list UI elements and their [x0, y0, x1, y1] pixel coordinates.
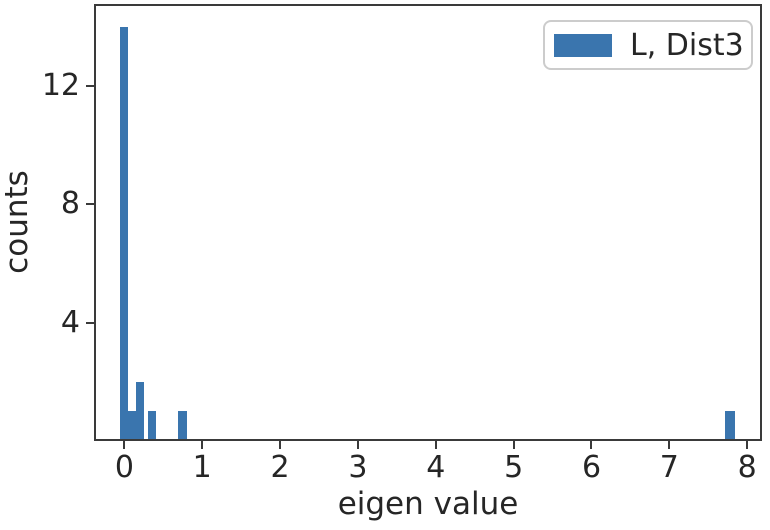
x-tick-mark [279, 441, 282, 449]
x-tick-mark [356, 441, 359, 449]
x-tick-mark [123, 441, 126, 449]
x-tick-label: 7 [659, 450, 679, 485]
x-tick-mark [512, 441, 515, 449]
histogram-bar [120, 27, 129, 441]
histogram-bar [136, 381, 144, 441]
legend-swatch [554, 33, 612, 57]
histogram-bar [724, 411, 735, 441]
y-tick-mark [86, 85, 94, 88]
y-tick-mark [86, 321, 94, 324]
histogram-bar [147, 411, 156, 441]
x-tick-mark [746, 441, 749, 449]
y-tick-label: 12 [41, 68, 80, 104]
y-tick-mark [86, 203, 94, 206]
x-tick-mark [590, 441, 593, 449]
histogram-bar [128, 411, 137, 441]
x-tick-label: 1 [192, 450, 212, 485]
y-tick-label: 4 [60, 304, 80, 340]
legend-label: L, Dist3 [630, 27, 744, 63]
x-tick-label: 4 [426, 450, 446, 485]
x-tick-label: 3 [348, 450, 368, 485]
x-tick-mark [434, 441, 437, 449]
x-tick-mark [201, 441, 204, 449]
histogram-bar [178, 411, 187, 441]
x-tick-label: 6 [581, 450, 602, 485]
x-axis-label: eigen value [337, 486, 519, 522]
x-tick-label: 0 [114, 450, 134, 485]
y-tick-label: 8 [60, 186, 80, 222]
x-tick-mark [668, 441, 671, 449]
x-tick-label: 2 [270, 450, 290, 485]
x-tick-label: 5 [504, 450, 524, 485]
y-axis-label: counts [0, 170, 35, 274]
legend: L, Dist3 [543, 20, 753, 70]
x-tick-label: 8 [737, 450, 757, 485]
